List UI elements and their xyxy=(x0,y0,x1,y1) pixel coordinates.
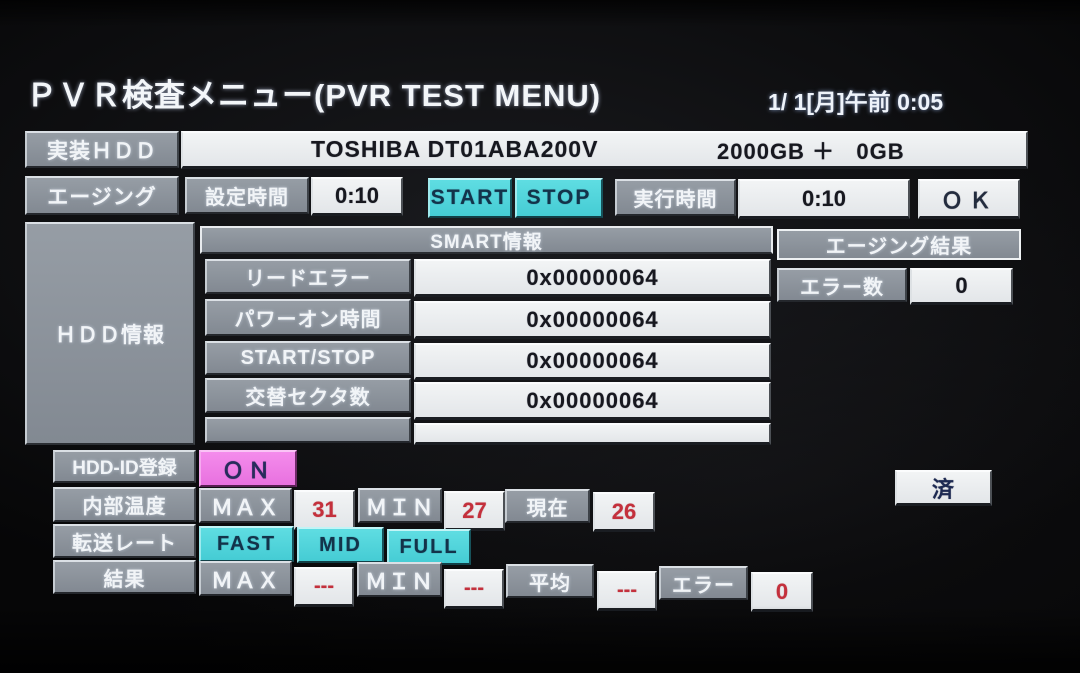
smart-header: SMART情報 xyxy=(200,226,773,254)
temperature-label: 内部温度 xyxy=(53,487,196,522)
temp-min-value: 27 xyxy=(444,491,505,531)
smart-row-value-1: 0x00000064 xyxy=(414,301,771,339)
smart-row-label-0: リードエラー xyxy=(205,259,411,294)
transfer-rate-label: 転送レート xyxy=(53,524,196,558)
set-time-value[interactable]: 0:10 xyxy=(311,177,403,216)
smart-row-value-0: 0x00000064 xyxy=(414,259,771,297)
smart-row-value-3: 0x00000064 xyxy=(414,382,771,420)
error-count-value: 0 xyxy=(910,268,1013,305)
rate-mid-button[interactable]: MID xyxy=(297,527,384,563)
hdd-id-label: HDD-ID登録 xyxy=(53,450,196,483)
smart-empty-value xyxy=(414,423,771,445)
hdd-model: TOSHIBA DT01ABA200V xyxy=(311,136,599,162)
hdd-model-box: TOSHIBA DT01ABA200V 2000GB ＋ 0GB xyxy=(181,131,1028,169)
result-error-label: エラー xyxy=(659,566,748,600)
result-avg-value: --- xyxy=(597,571,657,611)
error-count-label: エラー数 xyxy=(777,268,907,302)
result-min-label: ＭＩＮ xyxy=(357,562,442,597)
temp-current-label: 現在 xyxy=(505,489,590,523)
temp-max-value: 31 xyxy=(294,490,355,530)
page-title: ＰＶＲ検査メニュー(PVR TEST MENU) xyxy=(26,78,602,113)
result-max-label: ＭＡＸ xyxy=(199,561,292,596)
result-label: 結果 xyxy=(53,560,196,594)
smart-row-label-2: START/STOP xyxy=(205,341,411,375)
aging-label: エージング xyxy=(25,176,179,215)
temp-current-value: 26 xyxy=(593,492,655,532)
temp-max-label: ＭＡＸ xyxy=(199,488,292,523)
result-avg-label: 平均 xyxy=(506,564,594,598)
run-time-value: 0:10 xyxy=(738,179,910,219)
result-min-value: --- xyxy=(444,569,504,609)
smart-row-value-2: 0x00000064 xyxy=(414,343,771,380)
aging-result-header: エージング結果 xyxy=(777,229,1021,260)
smart-row-label-1: パワーオン時間 xyxy=(205,299,411,336)
start-button[interactable]: START xyxy=(428,178,512,218)
hdd-capacity: 2000GB ＋ 0GB xyxy=(717,138,905,164)
mounted-hdd-label: 実装ＨＤＤ xyxy=(25,131,179,168)
rate-fast-button[interactable]: FAST xyxy=(199,526,294,562)
set-time-label: 設定時間 xyxy=(185,177,309,214)
registered-done-box: 済 xyxy=(895,470,992,506)
smart-row-label-3: 交替セクタ数 xyxy=(205,378,411,413)
result-error-value: 0 xyxy=(751,572,813,612)
hdd-id-toggle[interactable]: ＯＮ xyxy=(199,450,297,487)
smart-empty-label xyxy=(205,417,411,443)
result-max-value: --- xyxy=(294,567,354,607)
stop-button[interactable]: STOP xyxy=(515,178,603,218)
ok-button[interactable]: ＯＫ xyxy=(918,179,1020,219)
hdd-info-label: ＨＤＤ情報 xyxy=(25,222,195,445)
run-time-label: 実行時間 xyxy=(615,179,736,216)
rate-full-button[interactable]: FULL xyxy=(387,529,471,565)
temp-min-label: ＭＩＮ xyxy=(358,488,442,523)
header-datetime: 1/ 1[月]午前 0:05 xyxy=(768,89,944,115)
